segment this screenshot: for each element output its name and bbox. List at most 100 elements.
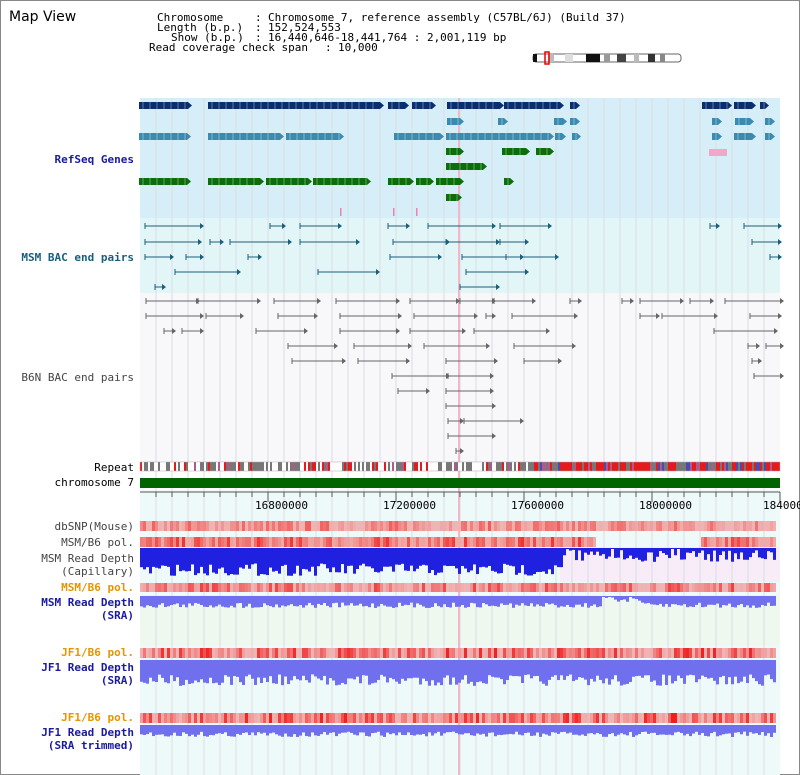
track-label-dbsnp[interactable]: dbSNP(Mouse): [54, 520, 134, 533]
depth-bar: [329, 725, 332, 733]
pol-cell: [656, 713, 659, 723]
pol-cell: [146, 583, 149, 592]
pol-cell: [605, 648, 608, 658]
pol-cell: [554, 713, 557, 723]
pol-cell: [401, 713, 404, 723]
pol-cell: [491, 648, 494, 658]
pol-cell: [716, 713, 719, 723]
track-label-jf1-b6-pol-1[interactable]: JF1/B6 pol.: [61, 646, 134, 659]
depth-bar: [401, 660, 404, 679]
pol-cell: [461, 537, 464, 547]
pol-cell: [257, 648, 260, 658]
track-label-msm-depth-sra[interactable]: MSM Read Depth: [41, 596, 134, 609]
track-label-msm-depth-capillary-sub: (Capillary): [61, 565, 134, 578]
pol-cell: [461, 583, 464, 592]
repeat-mark: [766, 462, 768, 471]
pol-cell: [254, 537, 257, 547]
pol-cell: [443, 583, 446, 592]
gene: [456, 163, 483, 170]
pol-cell: [467, 537, 470, 547]
track-label-msm-b6-pol-1[interactable]: MSM/B6 pol.: [61, 536, 134, 549]
depth-bar: [428, 596, 431, 608]
pol-cell: [758, 583, 761, 592]
pol-cell: [494, 537, 497, 547]
repeat-mark: [638, 462, 640, 471]
pol-cell: [428, 521, 431, 531]
depth-bar: [587, 596, 590, 608]
pol-cell: [230, 521, 233, 531]
pol-cell: [665, 521, 668, 531]
depth-bar: [641, 596, 644, 603]
repeat-mark: [690, 462, 692, 471]
pol-cell: [302, 713, 305, 723]
depth-bar: [143, 725, 146, 735]
track-label-msm-bac[interactable]: MSM BAC end pairs: [21, 251, 134, 264]
repeat-mark: [570, 462, 572, 471]
repeat-mark: [490, 462, 492, 471]
depth-bar: [662, 596, 665, 607]
depth-bar: [329, 548, 332, 573]
bac-end: [710, 298, 714, 304]
depth-bar: [383, 596, 386, 606]
depth-bar: [518, 660, 521, 677]
pol-cell: [485, 713, 488, 723]
pol-cell: [707, 713, 710, 723]
depth-bar: [263, 596, 266, 604]
depth-bar: [674, 660, 677, 682]
repeat-mark: [190, 462, 192, 471]
pol-cell: [347, 583, 350, 592]
depth-bar: [395, 725, 398, 736]
pol-cell: [266, 583, 269, 592]
repeat-mark: [714, 462, 716, 471]
depth-bar: [461, 596, 464, 606]
pol-cell: [302, 537, 305, 547]
depth-bar: [512, 725, 515, 735]
pol-cell: [275, 537, 278, 547]
track-label-msm-depth-capillary[interactable]: MSM Read Depth: [41, 552, 134, 565]
pol-cell: [293, 648, 296, 658]
pol-cell: [152, 648, 155, 658]
track-label-jf1-b6-pol-2[interactable]: JF1/B6 pol.: [61, 711, 134, 724]
pol-cell: [161, 583, 164, 592]
depth-bar: [530, 660, 533, 679]
coverage-value: 10,000: [338, 41, 378, 54]
bac-end: [492, 223, 496, 229]
depth-bar: [743, 596, 746, 608]
repeat-mark: [566, 462, 568, 471]
depth-bar: [722, 725, 725, 735]
track-label-jf1-depth-sra[interactable]: JF1 Read Depth: [41, 661, 134, 674]
depth-bar: [530, 596, 533, 604]
pol-cell: [206, 537, 209, 547]
pol-cell: [524, 648, 527, 658]
ideogram-band: [548, 54, 554, 62]
depth-bar: [506, 660, 509, 680]
track-label-refseq[interactable]: RefSeq Genes: [54, 153, 134, 166]
pol-cell: [689, 713, 692, 723]
track-label-repeat[interactable]: Repeat: [94, 461, 134, 474]
depth-bar: [323, 596, 326, 603]
pol-cell: [239, 521, 242, 531]
depth-bar: [428, 725, 431, 733]
pol-cell: [455, 583, 458, 592]
pol-cell: [353, 521, 356, 531]
depth-bar: [317, 596, 320, 604]
depth-bar: [704, 725, 707, 736]
pol-cell: [563, 713, 566, 723]
pol-cell: [497, 648, 500, 658]
pol-cell: [188, 537, 191, 547]
track-label-b6n-bac[interactable]: B6N BAC end pairs: [21, 371, 134, 384]
pol-cell: [518, 521, 521, 531]
axis-tick-label: 17600000: [511, 499, 564, 512]
pol-cell: [155, 648, 158, 658]
pol-cell: [230, 583, 233, 592]
pol-cell: [509, 583, 512, 592]
track-label-jf1-depth-trimmed[interactable]: JF1 Read Depth: [41, 726, 134, 739]
depth-bar: [296, 548, 299, 566]
depth-bar: [308, 660, 311, 683]
depth-bar: [749, 725, 752, 733]
repeat-mark: [726, 462, 728, 471]
pol-cell: [671, 521, 674, 531]
depth-bar: [527, 725, 530, 733]
track-label-msm-b6-pol-2[interactable]: MSM/B6 pol.: [61, 581, 134, 594]
